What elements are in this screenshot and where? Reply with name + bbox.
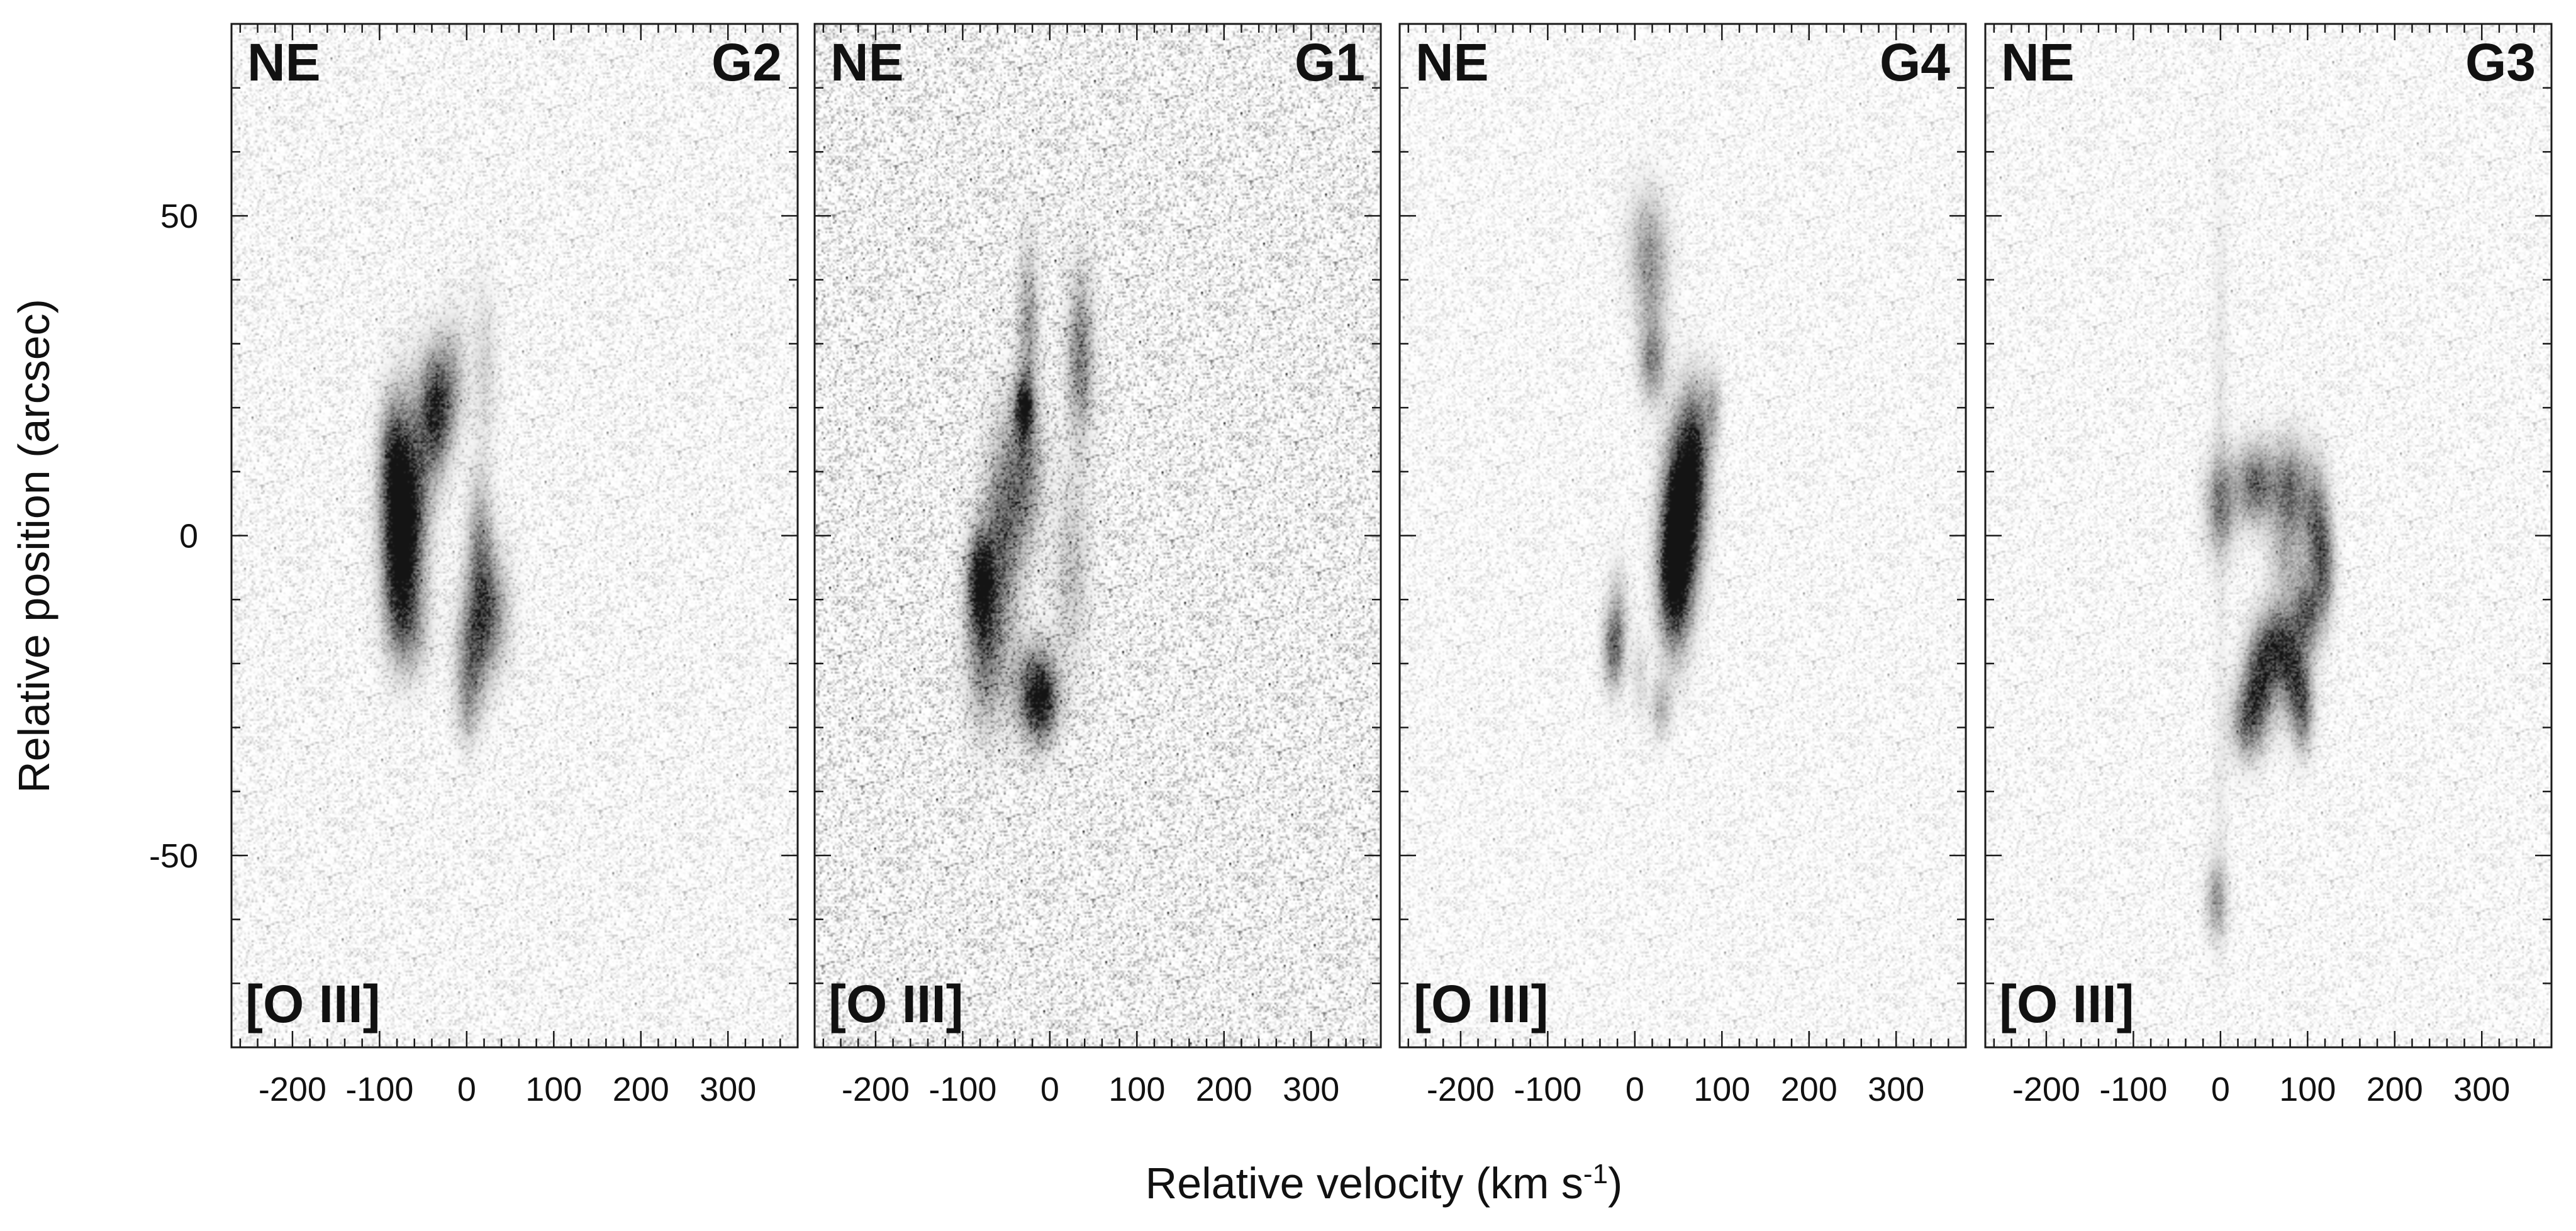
panels-layer: -200 -100 0 100 200 300 NE G2 [O III] -200 -100 0 10… <box>230 23 2553 1108</box>
x-tick-label: 300 <box>1868 1071 1924 1108</box>
emission-line-label: [O III] <box>828 974 964 1033</box>
direction-label: NE <box>830 33 904 92</box>
x-tick-label: -200 <box>2012 1071 2080 1108</box>
y-tick-label: -50 <box>149 837 198 875</box>
direction-label: NE <box>247 33 321 92</box>
panel-id-label: G3 <box>2465 33 2536 92</box>
y-axis-labels: 50 0 -50 <box>149 198 198 875</box>
x-axis-title-superscript: -1 <box>1583 1159 1608 1189</box>
pv-intensity-map-G2 <box>233 25 796 1046</box>
x-tick-label: -200 <box>259 1071 326 1108</box>
x-tick-label: 300 <box>700 1071 756 1108</box>
y-tick-label: 50 <box>160 198 198 235</box>
x-tick-label: 0 <box>1040 1071 1059 1108</box>
x-tick-label: -200 <box>842 1071 910 1108</box>
panel-id-label: G1 <box>1295 33 1365 92</box>
emission-line-label: [O III] <box>1413 974 1549 1033</box>
x-tick-label: -200 <box>1427 1071 1495 1108</box>
x-axis-title: Relative velocity (km s-1) <box>1146 1159 1623 1208</box>
x-tick-label: 100 <box>2279 1071 2336 1108</box>
x-axis-title-main: Relative velocity (km s <box>1146 1159 1583 1208</box>
emission-line-label: [O III] <box>1999 974 2134 1033</box>
panel-G2: -200 -100 0 100 200 300 NE G2 [O III] <box>230 23 799 1108</box>
y-axis-title: Relative position (arcsec) <box>9 299 59 793</box>
x-tick-label: -100 <box>345 1071 413 1108</box>
x-tick-label: 100 <box>1693 1071 1750 1108</box>
pv-intensity-map-G4 <box>1401 25 1965 1046</box>
emission-line-label: [O III] <box>245 974 381 1033</box>
x-tick-label: 0 <box>457 1071 476 1108</box>
x-tick-label: 200 <box>1196 1071 1252 1108</box>
x-tick-label: 100 <box>1108 1071 1165 1108</box>
pv-intensity-map-G1 <box>816 25 1380 1046</box>
x-tick-label: 200 <box>613 1071 669 1108</box>
direction-label: NE <box>2001 33 2075 92</box>
x-tick-label: 200 <box>2367 1071 2423 1108</box>
x-tick-label: 300 <box>1283 1071 1339 1108</box>
panel-G4: -200 -100 0 100 200 300 NE G4 [O III] <box>1398 23 1967 1108</box>
x-tick-label: -100 <box>928 1071 996 1108</box>
x-tick-label: 0 <box>2211 1071 2230 1108</box>
pv-intensity-map-G3 <box>1987 25 2550 1046</box>
x-tick-label: -100 <box>1514 1071 1581 1108</box>
panel-id-label: G4 <box>1880 33 1950 92</box>
x-axis-title-close: ) <box>1608 1159 1622 1208</box>
panel-G1: -200 -100 0 100 200 300 NE G1 [O III] <box>813 23 1382 1108</box>
y-tick-label: 0 <box>179 518 198 555</box>
x-tick-label: 0 <box>1625 1071 1644 1108</box>
x-tick-label: 200 <box>1781 1071 1837 1108</box>
x-tick-label: 100 <box>525 1071 582 1108</box>
panel-G3: -200 -100 0 100 200 300 NE G3 [O III] <box>1984 23 2553 1108</box>
panel-id-label: G2 <box>711 33 782 92</box>
x-tick-label: 300 <box>2453 1071 2510 1108</box>
direction-label: NE <box>1415 33 1489 92</box>
x-tick-label: -100 <box>2099 1071 2167 1108</box>
